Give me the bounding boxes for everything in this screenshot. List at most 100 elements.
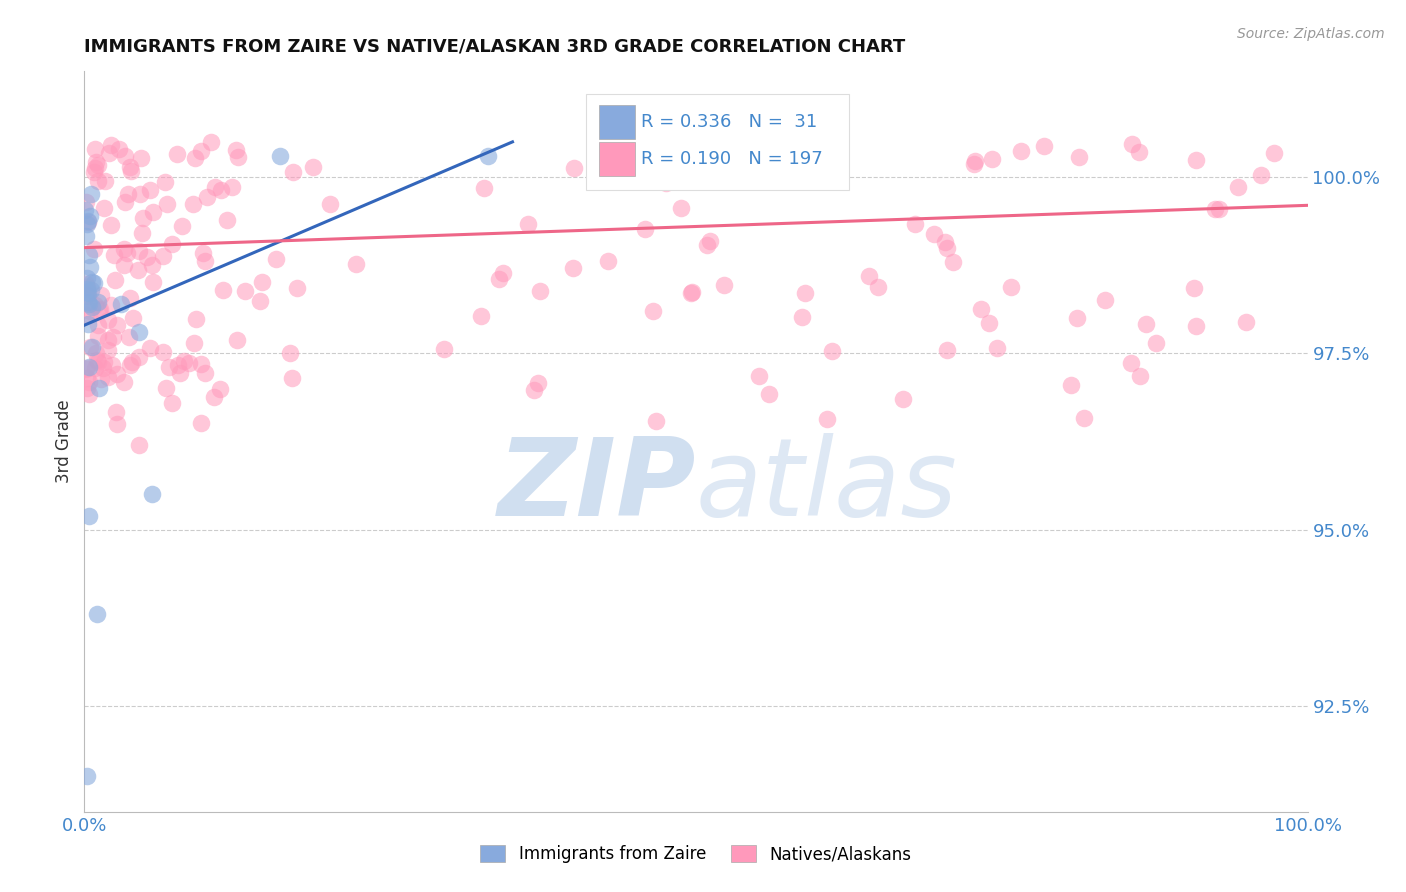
Natives/Alaskans (91, 360, 114, 375)
Natives/Alaskans (699, 234, 721, 248)
Natives/Alaskans (136, 250, 159, 264)
Natives/Alaskans (83, 242, 105, 256)
Natives/Alaskans (115, 245, 138, 260)
Natives/Alaskans (858, 268, 880, 283)
Natives/Alaskans (529, 284, 551, 298)
Natives/Alaskans (713, 277, 735, 292)
Natives/Alaskans (100, 138, 122, 153)
Natives/Alaskans (1227, 179, 1250, 194)
Natives/Alaskans (86, 329, 108, 343)
Natives/Alaskans (209, 183, 232, 197)
Natives/Alaskans (157, 359, 180, 374)
Natives/Alaskans (179, 356, 201, 370)
Natives/Alaskans (105, 318, 128, 332)
Natives/Alaskans (76, 280, 98, 294)
Natives/Alaskans (75, 195, 97, 210)
Natives/Alaskans (924, 227, 946, 241)
Natives/Alaskans (190, 144, 212, 158)
Natives/Alaskans (184, 151, 207, 165)
Natives/Alaskans (79, 303, 101, 318)
Immigrants from Zaire (76, 285, 98, 299)
Natives/Alaskans (278, 346, 301, 360)
Immigrants from Zaire (75, 202, 97, 217)
Immigrants from Zaire (141, 487, 163, 501)
Natives/Alaskans (264, 252, 287, 266)
Natives/Alaskans (93, 355, 115, 369)
Natives/Alaskans (1066, 311, 1088, 326)
Natives/Alaskans (810, 148, 832, 162)
Immigrants from Zaire (76, 270, 98, 285)
Natives/Alaskans (118, 291, 141, 305)
Immigrants from Zaire (79, 296, 101, 310)
Immigrants from Zaire (86, 295, 108, 310)
Natives/Alaskans (118, 358, 141, 372)
Natives/Alaskans (112, 375, 135, 389)
Natives/Alaskans (83, 161, 105, 175)
Natives/Alaskans (100, 298, 122, 312)
Natives/Alaskans (75, 362, 97, 376)
Natives/Alaskans (160, 396, 183, 410)
Natives/Alaskans (891, 392, 914, 406)
Natives/Alaskans (117, 186, 139, 201)
Natives/Alaskans (211, 284, 233, 298)
Natives/Alaskans (200, 135, 222, 149)
Natives/Alaskans (118, 330, 141, 344)
Natives/Alaskans (142, 205, 165, 219)
Natives/Alaskans (202, 390, 225, 404)
Natives/Alaskans (488, 271, 510, 285)
Natives/Alaskans (173, 353, 195, 368)
Natives/Alaskans (679, 285, 702, 300)
Natives/Alaskans (1234, 315, 1257, 329)
Natives/Alaskans (101, 330, 124, 344)
Natives/Alaskans (128, 244, 150, 259)
Natives/Alaskans (491, 266, 513, 280)
Natives/Alaskans (470, 309, 492, 323)
Natives/Alaskans (472, 181, 495, 195)
Immigrants from Zaire (79, 209, 101, 223)
Natives/Alaskans (89, 372, 111, 386)
Natives/Alaskans (281, 165, 304, 179)
Natives/Alaskans (166, 147, 188, 161)
Natives/Alaskans (93, 174, 115, 188)
Natives/Alaskans (1119, 356, 1142, 370)
Natives/Alaskans (1263, 146, 1285, 161)
Natives/Alaskans (83, 164, 105, 178)
Natives/Alaskans (114, 149, 136, 163)
Natives/Alaskans (186, 312, 208, 326)
Natives/Alaskans (108, 142, 131, 156)
Natives/Alaskans (963, 154, 986, 169)
Natives/Alaskans (155, 380, 177, 394)
Natives/Alaskans (76, 214, 98, 228)
Natives/Alaskans (1129, 368, 1152, 383)
Natives/Alaskans (1205, 202, 1227, 216)
Natives/Alaskans (758, 387, 780, 401)
Immigrants from Zaire (80, 340, 103, 354)
Natives/Alaskans (217, 213, 239, 227)
Natives/Alaskans (190, 416, 212, 430)
Natives/Alaskans (87, 174, 110, 188)
Natives/Alaskans (934, 235, 956, 249)
Natives/Alaskans (596, 254, 619, 268)
Natives/Alaskans (527, 376, 550, 391)
Natives/Alaskans (120, 163, 142, 178)
Natives/Alaskans (97, 369, 120, 384)
Natives/Alaskans (103, 248, 125, 262)
Immigrants from Zaire (75, 228, 97, 243)
Natives/Alaskans (561, 260, 583, 275)
Natives/Alaskans (183, 336, 205, 351)
Immigrants from Zaire (477, 149, 499, 163)
Natives/Alaskans (104, 273, 127, 287)
Natives/Alaskans (204, 179, 226, 194)
Natives/Alaskans (655, 176, 678, 190)
Natives/Alaskans (77, 386, 100, 401)
Natives/Alaskans (77, 375, 100, 389)
FancyBboxPatch shape (599, 143, 636, 177)
Natives/Alaskans (87, 318, 110, 333)
Natives/Alaskans (641, 304, 664, 318)
Natives/Alaskans (79, 340, 101, 354)
Natives/Alaskans (97, 343, 120, 358)
Natives/Alaskans (1032, 139, 1054, 153)
Natives/Alaskans (523, 384, 546, 398)
Natives/Alaskans (191, 245, 214, 260)
Natives/Alaskans (1060, 378, 1083, 392)
